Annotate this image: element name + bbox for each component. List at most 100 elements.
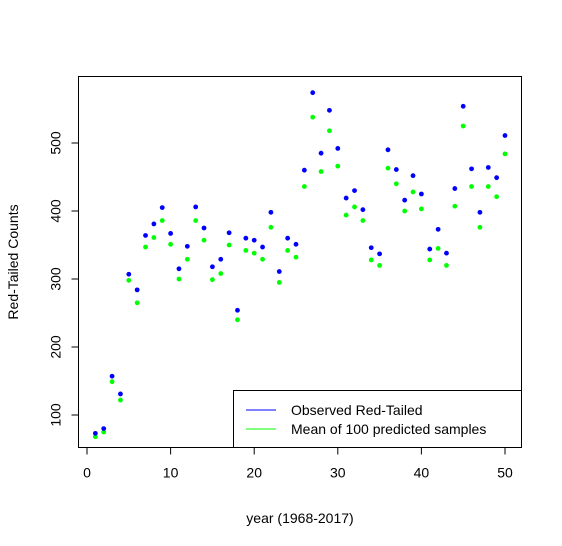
predicted-point [385,165,391,171]
x-axis-label: year (1968-2017) [246,510,353,526]
observed-point [393,167,399,172]
observed-point [494,175,500,181]
observed-point [235,307,240,313]
y-axis: 100 200 300 400 500 [48,131,79,427]
observed-point [159,205,165,211]
observed-point [276,269,282,274]
predicted-point [243,248,249,253]
observed-point [168,231,174,236]
predicted-point [168,241,174,247]
predicted-point [184,256,190,262]
observed-point [435,226,441,232]
predicted-point [285,248,291,253]
predicted-point [377,263,382,268]
data-points [92,90,508,440]
observed-point [502,133,508,138]
predicted-point [419,206,424,212]
observed-point [134,287,140,293]
observed-point [368,245,374,251]
observed-point [218,256,224,262]
legend: Observed Red-Tailed Mean of 100 predicte… [233,390,522,448]
observed-point [452,186,458,191]
predicted-point [251,250,257,256]
predicted-point [143,244,148,250]
observed-point [427,246,433,252]
legend-label-predicted: Mean of 100 predicted samples [291,421,486,437]
y-tick-label: 500 [48,131,64,155]
predicted-point [318,169,324,174]
predicted-point [444,263,449,268]
predicted-point [502,151,508,157]
x-tick-label: 10 [163,465,179,481]
x-tick-label: 30 [330,465,346,481]
observed-point [251,237,257,243]
observed-point [301,167,307,173]
observed-point [184,243,190,249]
x-tick-label: 50 [497,465,513,481]
predicted-point [218,271,224,276]
observed-point [327,107,332,113]
legend-label-observed: Observed Red-Tailed [291,402,423,418]
observed-point [201,225,207,231]
observed-point [310,90,316,96]
predicted-point [343,212,349,218]
observed-point [285,235,291,241]
y-tick-label: 300 [48,267,64,291]
y-axis-label: Red-Tailed Counts [5,204,21,319]
observed-point [118,391,123,397]
predicted-point [485,184,491,189]
predicted-point [494,194,500,200]
predicted-point [159,218,165,223]
predicted-point [134,300,140,306]
observed-point [109,373,115,379]
observed-point [444,250,449,256]
observed-point [92,430,98,436]
observed-point [210,264,215,270]
predicted-point [151,235,157,240]
predicted-point [268,224,274,230]
predicted-point [327,128,332,134]
predicted-point [393,181,399,187]
observed-point [385,147,391,153]
predicted-point [210,277,215,283]
observed-point [477,209,483,215]
predicted-point [118,397,123,403]
observed-point [335,146,341,151]
observed-point [101,426,107,431]
predicted-point [469,184,474,189]
predicted-point [368,257,374,263]
y-tick-label: 100 [48,403,64,427]
observed-point [151,221,157,227]
y-tick-label: 200 [48,335,64,359]
predicted-point [109,379,115,385]
predicted-point [402,208,408,214]
observed-point [419,191,424,197]
predicted-point [176,276,182,282]
predicted-point [410,189,416,195]
predicted-point [226,242,232,248]
predicted-point [101,429,107,435]
predicted-point [435,246,441,251]
observed-point [469,166,474,172]
observed-point [143,233,148,238]
x-tick-label: 0 [83,465,91,481]
x-tick-label: 40 [414,465,430,481]
observed-point [126,271,132,277]
predicted-point [193,218,199,223]
observed-point [485,165,491,170]
observed-point [318,150,324,156]
observed-point [293,241,299,247]
observed-point [460,103,466,109]
predicted-point [335,163,341,169]
predicted-point [427,257,433,263]
predicted-point [360,218,366,223]
observed-point [243,235,249,241]
observed-point [377,251,382,257]
predicted-point [201,237,207,243]
x-tick-label: 20 [246,465,262,481]
predicted-point [260,256,265,262]
observed-point [176,266,182,272]
y-tick-label: 400 [48,199,64,223]
predicted-point [452,203,458,209]
